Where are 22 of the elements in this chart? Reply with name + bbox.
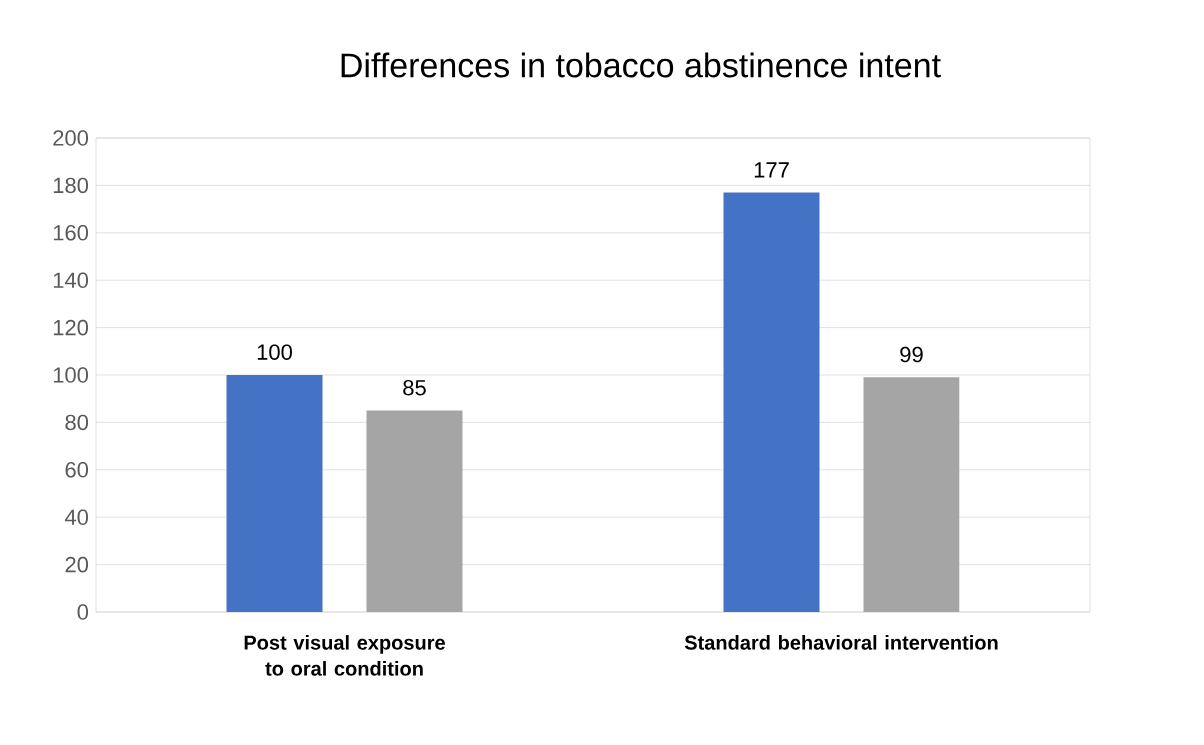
bar [863,377,960,612]
bar [366,410,463,612]
chart-title: Differences in tobacco abstinence intent [341,52,941,78]
y-tick-label: 20 [65,556,89,573]
x-tick-label: Standard behavioral intervention [684,635,998,650]
y-tick-label: 80 [65,414,89,431]
y-tick-label: 140 [53,272,89,288]
y-tick-label: 60 [65,462,89,478]
bar [226,375,323,612]
data-label: 100 [257,344,292,360]
y-tick-label: 200 [53,130,89,146]
data-label: 99 [900,346,923,363]
y-tick-label: 0 [77,604,89,620]
y-tick-label: 160 [53,225,89,241]
y-tick-label: 180 [53,177,89,194]
y-tick-label: 120 [53,319,89,336]
y-tick-label: 40 [64,509,89,525]
data-label: 177 [754,162,789,178]
bar [723,192,820,612]
data-label: 85 [403,379,426,396]
y-tick-label: 100 [53,367,89,383]
x-tick-label: Post visual exposure to oral condition [244,635,445,676]
